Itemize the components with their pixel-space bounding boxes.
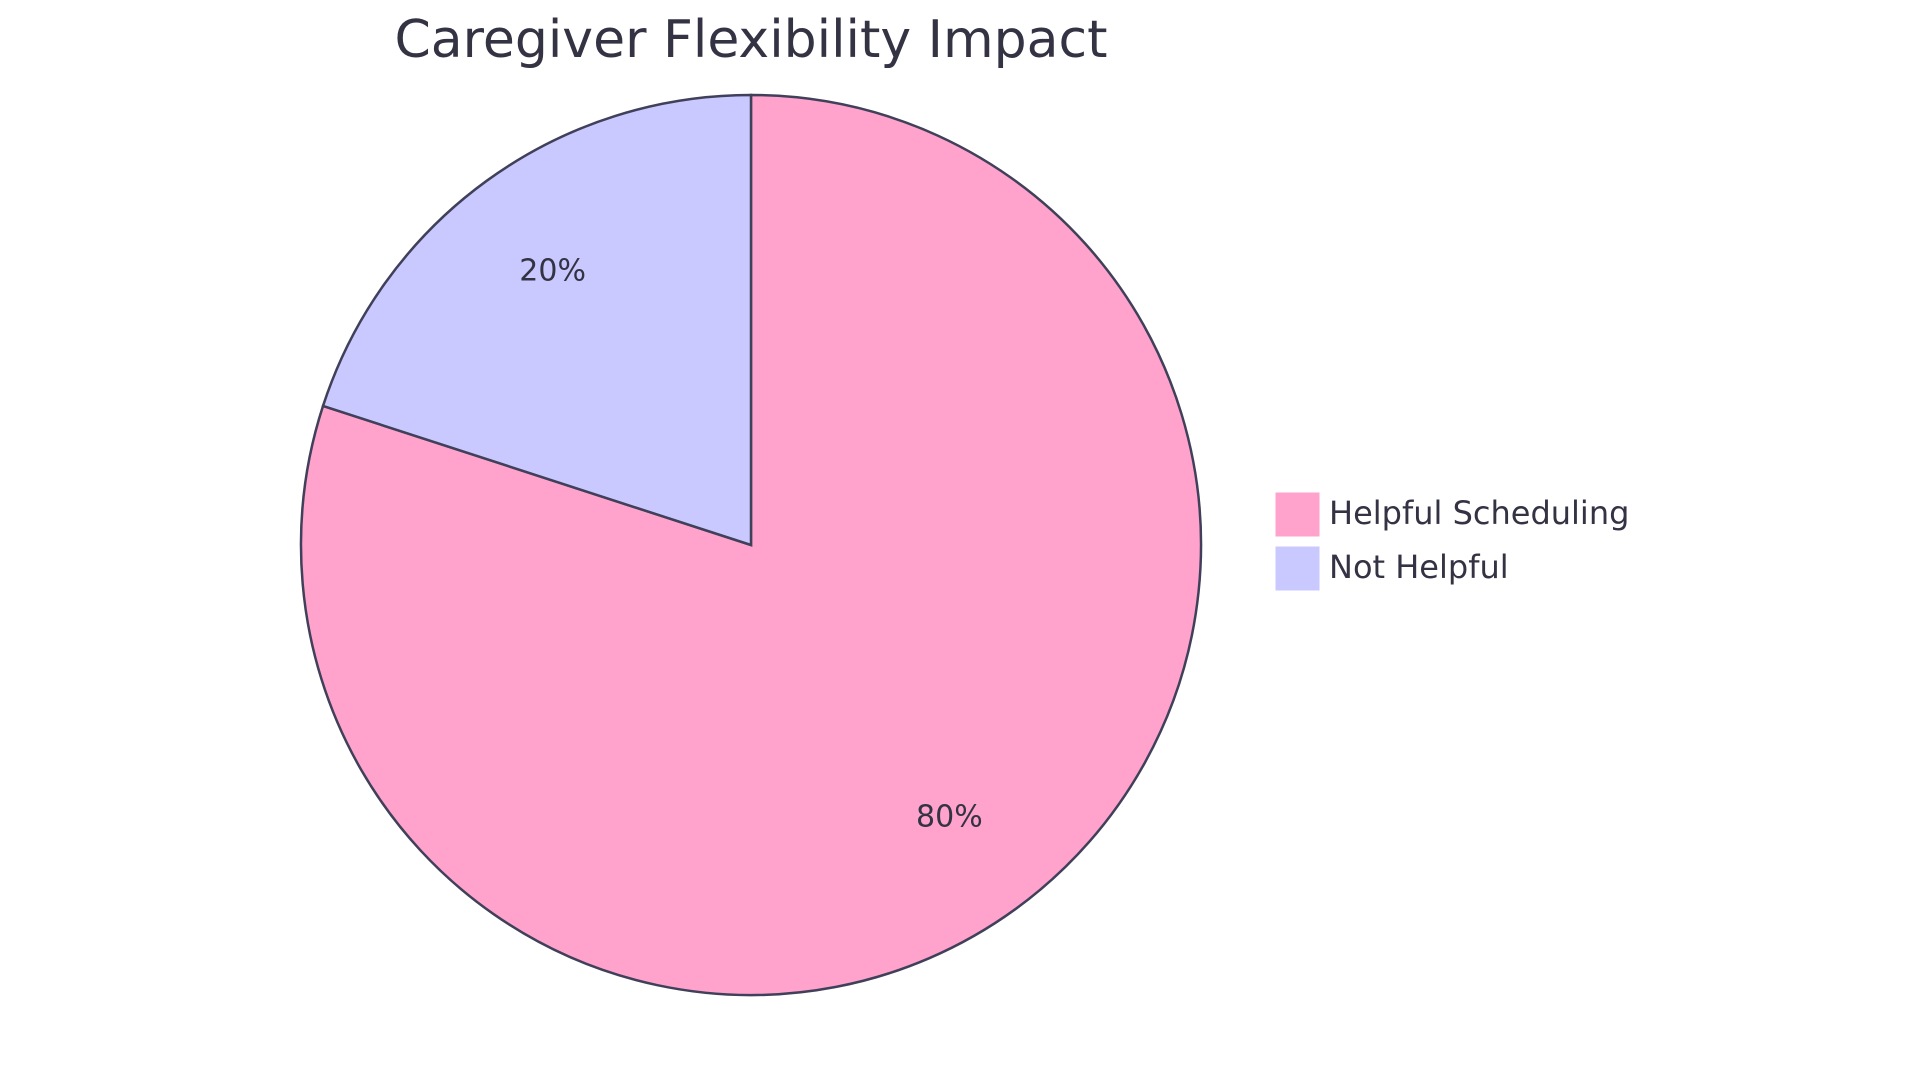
slice-label: 80% — [916, 800, 983, 835]
legend-text: Not Helpful — [1329, 548, 1509, 586]
slice-label: 20% — [519, 253, 586, 288]
pie-slice — [321, 93, 753, 547]
legend-swatch — [1274, 491, 1321, 538]
chart-title: Caregiver Flexibility Impact — [394, 10, 1107, 70]
legend-text: Helpful Scheduling — [1329, 494, 1629, 532]
legend-swatch — [1274, 545, 1321, 592]
